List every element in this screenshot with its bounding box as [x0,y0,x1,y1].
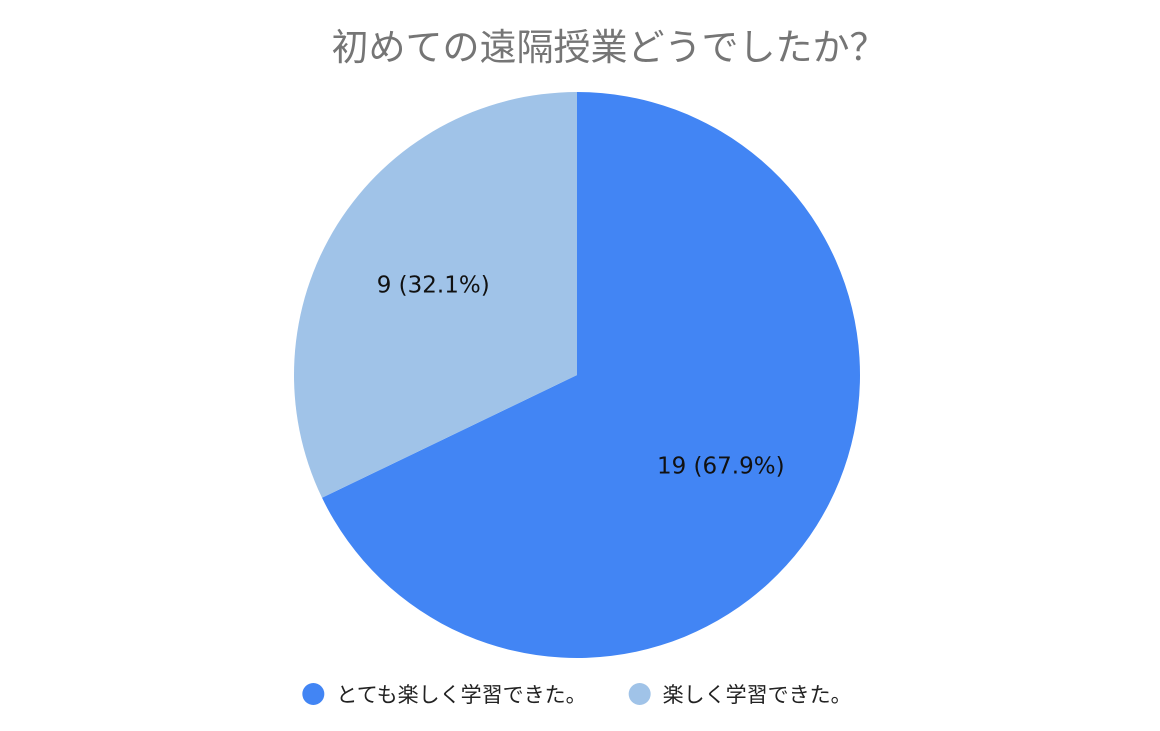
legend-swatch-2 [628,683,651,705]
legend-item-1: とても楽しく学習できた。 [302,683,587,707]
legend-label-2: 楽しく学習できた。 [663,683,852,707]
slice-label-2: 9 (32.1%) [377,273,490,299]
slice-labels: 19 (67.9%) 9 (32.1%) [377,273,785,480]
pie-slices [294,92,861,659]
legend-item-2: 楽しく学習できた。 [628,683,852,707]
legend-label-1: とても楽しく学習できた。 [336,683,586,707]
chart-title: 初めての遠隔授業どうでしたか？ [332,26,887,69]
slice-label-1: 19 (67.9%) [657,453,785,479]
legend: とても楽しく学習できた。 楽しく学習できた。 [302,683,852,707]
pie-slice-1 [322,92,861,659]
pie-slice-2 [294,92,577,498]
legend-swatch-1 [302,683,325,705]
